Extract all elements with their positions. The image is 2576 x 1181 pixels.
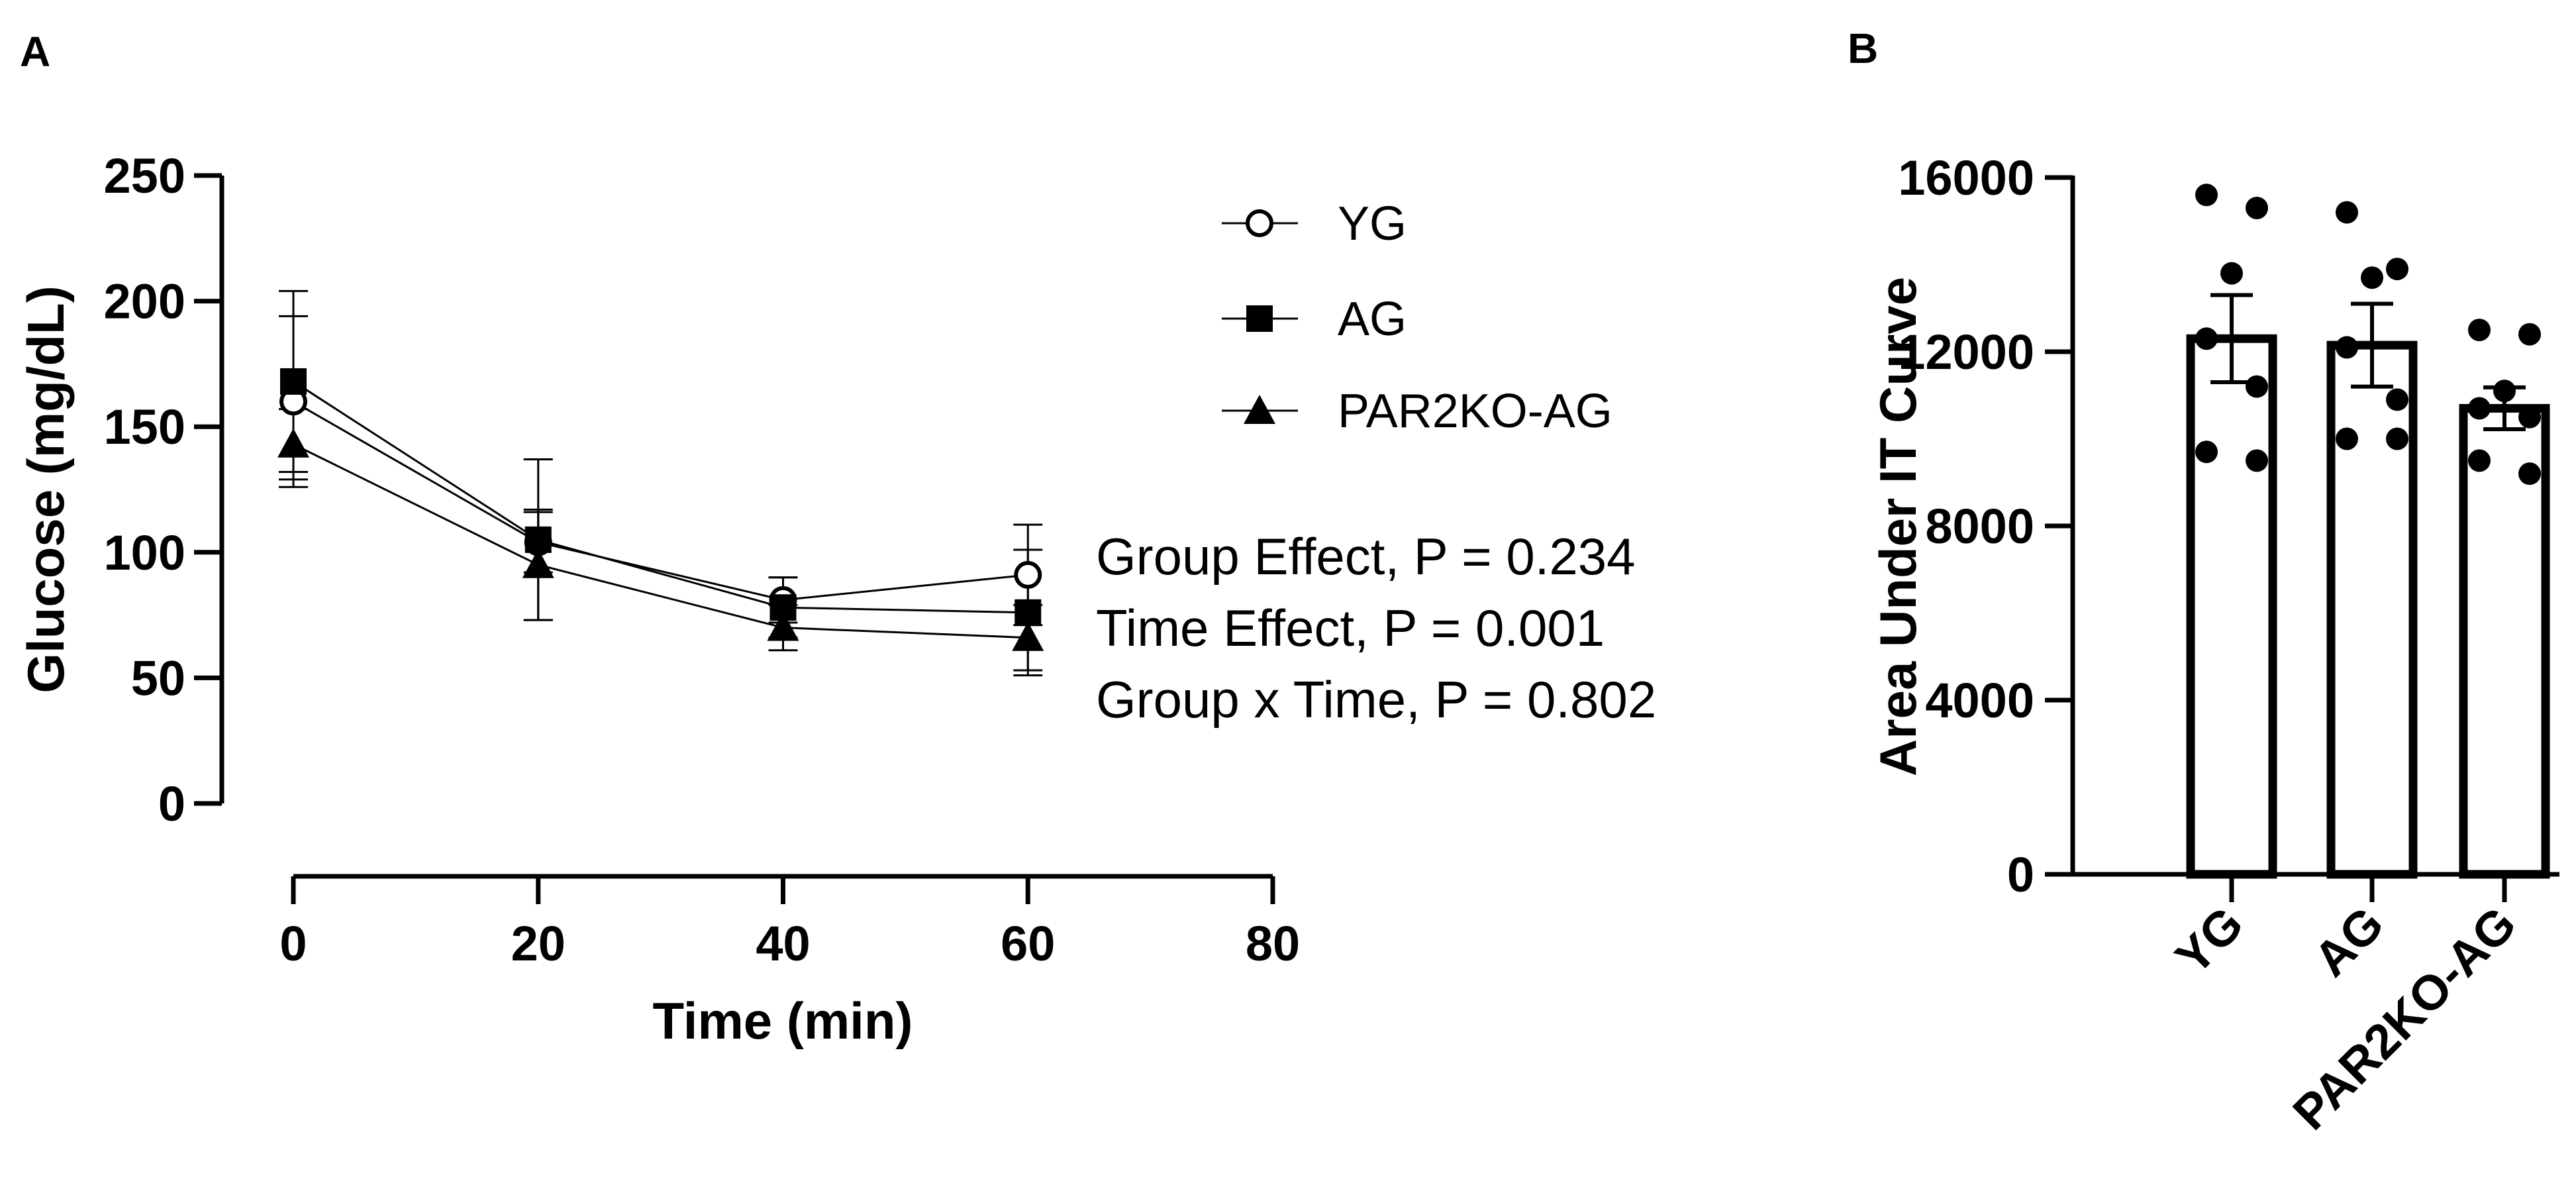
series-line-par2ko-ag bbox=[293, 443, 1028, 639]
legend-ag-label: AG bbox=[1338, 293, 1407, 346]
data-point-par2ko-ag bbox=[2468, 397, 2491, 420]
data-point-ag bbox=[2386, 258, 2408, 281]
a-y-tick-label: 100 bbox=[104, 525, 185, 580]
bar-yg bbox=[2186, 334, 2277, 879]
a-y-tick-label: 200 bbox=[104, 274, 185, 329]
b-x-tick-label: AG bbox=[2303, 896, 2394, 987]
legend-par2ko-ag-marker bbox=[1244, 395, 1275, 424]
annotation-group-x-time: Group x Time, P = 0.802 bbox=[1096, 670, 1656, 729]
a-y-tick-label: 0 bbox=[158, 776, 185, 831]
data-point-par2ko-ag bbox=[2518, 462, 2541, 486]
series-line-ag bbox=[293, 380, 1028, 614]
a-x-tick-label: 60 bbox=[1001, 916, 1055, 971]
data-point-yg bbox=[2220, 262, 2243, 285]
b-y-tick-label: 8000 bbox=[1925, 499, 2034, 554]
a-y-axis-label: Glucose (mg/dL) bbox=[17, 285, 75, 693]
bar-ag bbox=[2326, 340, 2418, 879]
bar-par2ko-ag bbox=[2459, 403, 2550, 879]
data-point-ag bbox=[2386, 388, 2408, 411]
legend-yg-label: YG bbox=[1338, 197, 1407, 250]
b-y-tick-label: 12000 bbox=[1898, 325, 2034, 380]
data-point-par2ko-ag bbox=[2518, 323, 2541, 346]
data-point-yg bbox=[2195, 327, 2218, 350]
panel-label-a: A bbox=[20, 28, 50, 76]
a-x-tick-label: 80 bbox=[1246, 916, 1300, 971]
data-point-yg bbox=[2195, 440, 2218, 464]
data-point-ag bbox=[280, 368, 307, 395]
legend-item-par2ko-ag: PAR2KO-AG bbox=[1222, 385, 1612, 438]
a-y-tick-label: 50 bbox=[131, 650, 185, 705]
data-point-par2ko-ag bbox=[277, 428, 309, 458]
data-point-par2ko-ag bbox=[2468, 319, 2491, 342]
data-point-ag bbox=[2386, 427, 2408, 450]
b-y-tick-label: 0 bbox=[2007, 847, 2034, 902]
panel-label-b: B bbox=[1848, 25, 1878, 72]
a-x-axis-label: Time (min) bbox=[653, 992, 913, 1050]
legend-item-yg: YG bbox=[1222, 197, 1407, 250]
data-point-ag bbox=[2361, 266, 2383, 289]
legend: YG AG PAR2KO-AG bbox=[1222, 197, 1612, 438]
annotation-group-effect: Group Effect, P = 0.234 bbox=[1096, 527, 1636, 586]
legend-yg-marker bbox=[1246, 209, 1273, 237]
data-point-yg bbox=[2246, 197, 2268, 220]
b-x-tick-label: YG bbox=[2165, 896, 2254, 985]
annotation-time-effect: Time Effect, P = 0.001 bbox=[1096, 599, 1605, 657]
data-point-yg bbox=[1014, 560, 1042, 589]
a-y-tick-label: 250 bbox=[104, 148, 185, 203]
a-x-tick-label: 0 bbox=[279, 916, 307, 971]
panel-a-line-chart: 0 50 100 150 200 250 0 20 40 60 80 Time (min) Glu… bbox=[17, 148, 1656, 1050]
b-y-tick-label: 4000 bbox=[1925, 673, 2034, 728]
data-point-ag bbox=[524, 526, 552, 553]
legend-ag-marker bbox=[1246, 305, 1273, 332]
a-y-tick-label: 150 bbox=[104, 399, 185, 454]
data-point-par2ko-ag bbox=[767, 611, 799, 641]
data-point-ag bbox=[2336, 201, 2358, 224]
data-point-yg bbox=[2195, 183, 2218, 207]
legend-item-ag: AG bbox=[1222, 293, 1407, 346]
series-line-yg bbox=[293, 400, 1028, 601]
b-y-tick-label: 16000 bbox=[1898, 150, 2034, 205]
data-point-par2ko-ag bbox=[1012, 621, 1044, 651]
a-x-tick-label: 40 bbox=[756, 916, 810, 971]
data-point-ag bbox=[1015, 599, 1042, 626]
data-point-ag bbox=[2336, 427, 2358, 450]
a-x-tick-label: 20 bbox=[511, 916, 566, 971]
data-point-par2ko-ag bbox=[2468, 449, 2491, 472]
data-point-par2ko-ag bbox=[522, 548, 554, 578]
data-point-par2ko-ag bbox=[2518, 405, 2541, 429]
legend-par2ko-ag-label: PAR2KO-AG bbox=[1338, 385, 1612, 438]
b-y-axis-label: Area Under IT Curve bbox=[1869, 277, 1927, 776]
data-point-yg bbox=[2246, 375, 2268, 398]
data-point-yg bbox=[2246, 449, 2268, 472]
data-point-ag bbox=[2336, 336, 2358, 359]
